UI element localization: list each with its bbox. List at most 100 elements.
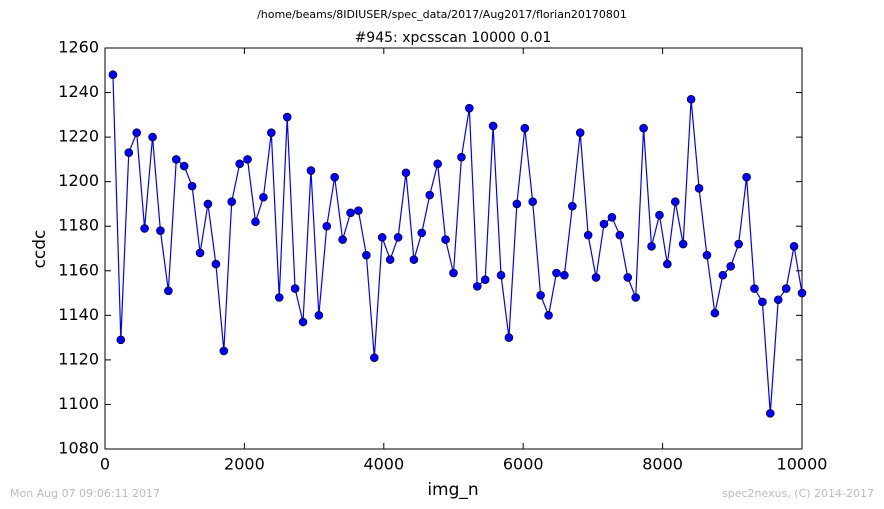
data-point — [195, 248, 205, 258]
data-point — [710, 308, 720, 318]
data-point — [504, 333, 514, 342]
data-point — [219, 346, 229, 356]
data-point — [568, 201, 577, 211]
data-point — [552, 268, 561, 278]
data-point — [623, 273, 633, 282]
y-tick-label: 1220 — [58, 127, 99, 146]
data-point — [607, 213, 617, 222]
data-point — [512, 199, 522, 209]
data-line — [112, 74, 803, 414]
data-point — [203, 199, 213, 209]
data-point — [108, 70, 118, 80]
data-point — [148, 132, 157, 142]
footer-right: spec2nexus, (C) 2014-2017 — [722, 487, 874, 500]
data-point — [480, 275, 490, 284]
chart-title: #945: xpcsscan 10000 0.01 — [355, 30, 552, 46]
data-point — [591, 273, 601, 282]
data-point — [306, 166, 316, 175]
data-point — [124, 148, 134, 158]
data-point — [179, 161, 189, 171]
data-point — [140, 224, 149, 233]
data-point — [639, 123, 648, 133]
data-point — [401, 168, 411, 178]
data-point — [670, 197, 680, 207]
y-axis-label: ccdc — [30, 230, 50, 269]
data-point — [441, 235, 450, 244]
data-point — [282, 112, 292, 122]
suptitle: /home/beams/8IDIUSER/spec_data/2017/Aug2… — [257, 8, 627, 21]
data-point — [631, 293, 640, 302]
data-point — [322, 221, 332, 231]
y-tick-label: 1180 — [58, 216, 99, 235]
data-point — [409, 255, 419, 264]
data-point — [187, 181, 197, 191]
data-point — [647, 241, 656, 251]
data-point — [259, 192, 268, 202]
data-point — [267, 128, 276, 137]
data-point — [560, 270, 569, 280]
data-point — [298, 317, 308, 327]
data-point — [663, 259, 672, 269]
data-point — [314, 311, 324, 320]
data-point — [425, 190, 435, 200]
data-point — [718, 270, 728, 280]
data-point — [370, 353, 379, 362]
data-point — [496, 270, 506, 280]
data-point — [465, 103, 474, 113]
data-point — [457, 152, 466, 162]
data-point — [377, 233, 387, 242]
data-point — [773, 295, 783, 305]
data-point — [354, 206, 363, 215]
footer-left: Mon Aug 07 09:06:11 2017 — [10, 487, 160, 500]
y-tick-label: 1160 — [58, 260, 99, 279]
y-tick-label: 1100 — [58, 394, 99, 413]
data-point — [488, 121, 498, 131]
y-tick-label: 1260 — [58, 38, 99, 57]
data-point — [449, 268, 458, 278]
x-tick-label: 10000 — [777, 455, 828, 474]
data-point — [615, 230, 625, 240]
data-point — [116, 335, 126, 345]
data-point — [251, 217, 260, 227]
plot-frame — [104, 47, 803, 450]
data-point — [417, 228, 427, 238]
data-point — [346, 208, 355, 218]
x-tick-label: 0 — [100, 455, 110, 474]
data-point — [789, 241, 799, 251]
data-point — [765, 409, 775, 418]
data-point — [583, 230, 593, 240]
x-tick-label: 6000 — [503, 455, 544, 474]
data-point — [330, 172, 339, 182]
x-tick-label: 2000 — [224, 455, 265, 474]
data-point — [243, 155, 252, 164]
data-point — [781, 284, 791, 293]
data-point — [694, 184, 704, 193]
data-point — [362, 250, 371, 260]
y-tick-label: 1120 — [58, 349, 99, 368]
data-point — [575, 128, 585, 137]
x-axis-label: img_n — [427, 480, 478, 500]
data-point — [338, 235, 347, 244]
data-point — [156, 226, 165, 235]
data-point — [734, 239, 743, 249]
data-point — [433, 159, 442, 169]
data-point — [227, 197, 237, 207]
data-point — [758, 297, 767, 307]
data-point — [274, 293, 284, 302]
data-point — [132, 128, 142, 137]
y-tick-label: 1140 — [58, 305, 99, 324]
y-tick-label: 1240 — [58, 82, 99, 101]
data-point — [742, 172, 751, 182]
x-tick-label: 8000 — [642, 455, 683, 474]
data-point — [472, 282, 482, 291]
data-point — [235, 159, 244, 169]
y-tick-label: 1080 — [58, 439, 99, 458]
data-point — [599, 219, 609, 229]
data-point — [536, 290, 545, 300]
data-point — [702, 250, 712, 260]
x-tick-label: 4000 — [363, 455, 404, 474]
data-point — [172, 155, 181, 164]
data-point — [290, 284, 300, 293]
